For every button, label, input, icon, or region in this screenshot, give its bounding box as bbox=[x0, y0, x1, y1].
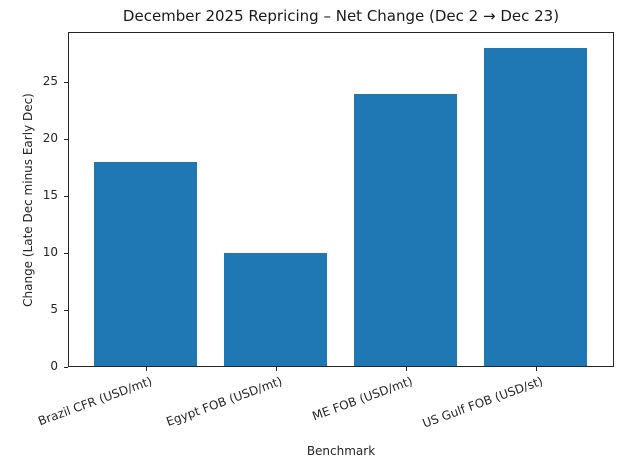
y-tick-label: 20 bbox=[42, 131, 58, 146]
bar bbox=[354, 93, 457, 366]
x-tick-mark bbox=[535, 367, 537, 371]
x-tick-mark bbox=[275, 367, 277, 371]
bar bbox=[224, 253, 327, 366]
bar bbox=[94, 161, 197, 366]
bar bbox=[484, 47, 587, 366]
y-tick-label: 0 bbox=[50, 359, 58, 373]
chart-title: December 2025 Repricing – Net Change (De… bbox=[122, 7, 560, 25]
plot-area bbox=[68, 32, 614, 367]
y-tick-mark bbox=[64, 139, 68, 141]
x-tick-label: US Gulf FOB (USD/st) bbox=[420, 374, 545, 431]
x-tick-mark bbox=[145, 367, 147, 371]
x-tick-mark bbox=[405, 367, 407, 371]
x-tick-label: ME FOB (USD/mt) bbox=[310, 374, 415, 424]
x-tick-label: Egypt FOB (USD/mt) bbox=[164, 374, 285, 429]
x-tick-label: Brazil CFR (USD/mt) bbox=[36, 374, 155, 429]
y-tick-mark bbox=[64, 82, 68, 84]
y-tick-label: 5 bbox=[50, 302, 58, 317]
y-axis-label: Change (Late Dec minus Early Dec) bbox=[21, 93, 35, 307]
y-tick-label: 15 bbox=[42, 188, 58, 203]
x-axis-label: Benchmark bbox=[306, 444, 376, 458]
y-tick-mark bbox=[64, 367, 68, 368]
y-tick-mark bbox=[64, 196, 68, 198]
y-tick-label: 25 bbox=[42, 74, 58, 89]
y-tick-mark bbox=[64, 253, 68, 255]
y-tick-label: 10 bbox=[42, 245, 58, 260]
y-tick-mark bbox=[64, 310, 68, 312]
